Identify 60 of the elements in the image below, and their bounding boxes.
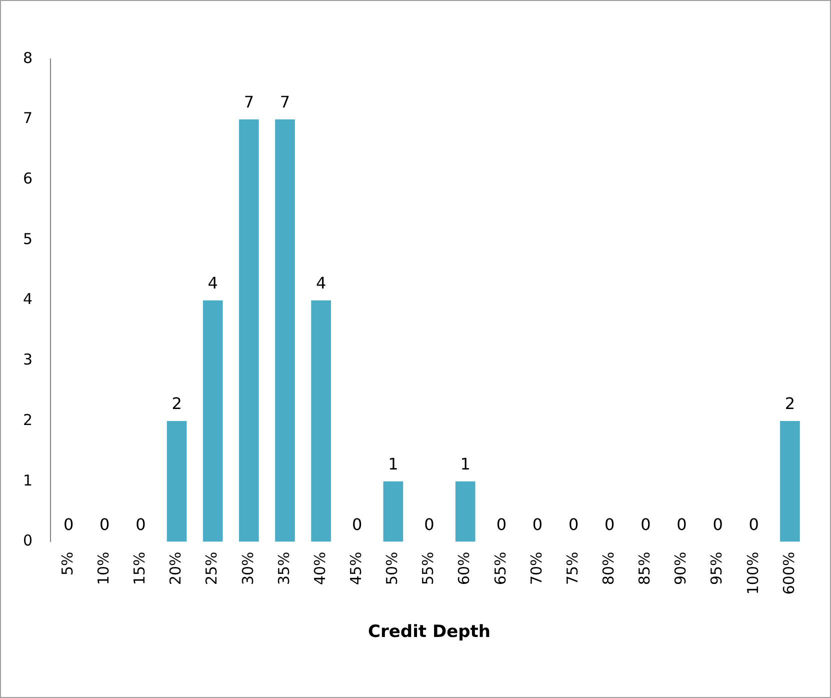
x-tick-label: 20% — [166, 552, 185, 586]
y-tick-label: 7 — [22, 109, 33, 128]
y-tick-label: 8 — [22, 48, 33, 67]
x-tick-label: 60% — [455, 552, 474, 586]
y-tick-label: 6 — [22, 170, 33, 188]
x-tick-label: 25% — [202, 552, 221, 586]
x-tick-label: 10% — [94, 552, 113, 586]
data-label: 2 — [784, 394, 796, 414]
data-label: 0 — [712, 514, 723, 534]
bar — [202, 300, 223, 542]
x-tick-label: 600% — [780, 552, 798, 595]
bar — [166, 421, 187, 542]
data-label: 7 — [244, 92, 254, 112]
x-tick-label: 45% — [347, 552, 366, 586]
bar — [780, 421, 800, 542]
bar — [275, 119, 295, 542]
data-label: 0 — [136, 514, 146, 534]
data-label: 2 — [172, 394, 182, 414]
x-tick-label: 70% — [527, 552, 546, 586]
x-tick-label: 90% — [672, 552, 690, 586]
data-label: 0 — [352, 514, 362, 534]
x-tick-label: 55% — [419, 552, 438, 586]
x-tick-label: 40% — [310, 552, 329, 586]
x-tick-label: 95% — [708, 552, 726, 586]
y-tick-label: 3 — [22, 350, 33, 369]
data-label: 0 — [63, 514, 74, 534]
y-tick-label: 4 — [22, 290, 33, 308]
y-tick-label: 1 — [22, 471, 33, 490]
bar — [455, 481, 476, 542]
data-label: 7 — [280, 92, 290, 112]
y-tick-label: 5 — [22, 230, 33, 248]
bar — [383, 481, 404, 542]
data-label: 0 — [424, 514, 434, 534]
y-tick-label: 0 — [22, 532, 33, 550]
x-tick-label: 80% — [600, 552, 618, 586]
data-label: 0 — [604, 514, 615, 534]
bar — [239, 119, 259, 542]
x-tick-label: 65% — [491, 552, 510, 586]
data-label: 0 — [640, 514, 651, 534]
x-tick-label: 85% — [636, 552, 654, 586]
bar — [311, 300, 331, 542]
data-label: 4 — [316, 274, 326, 293]
x-tick-label: 35% — [274, 552, 293, 586]
x-tick-label: 50% — [383, 552, 402, 586]
x-tick-label: 15% — [130, 552, 149, 586]
data-label: 1 — [460, 454, 470, 474]
data-label: 0 — [496, 514, 507, 534]
y-tick-label: 2 — [22, 410, 33, 429]
data-label: 0 — [568, 514, 579, 534]
x-tick-label: 100% — [744, 552, 762, 595]
data-label: 0 — [676, 514, 687, 534]
data-label: 0 — [532, 514, 543, 534]
x-tick-label: 5% — [58, 552, 76, 576]
x-tick-label: 30% — [238, 552, 257, 586]
data-label: 0 — [748, 514, 759, 534]
x-axis-title: Credit Depth — [368, 622, 491, 642]
x-tick-label: 75% — [563, 552, 582, 586]
data-label: 1 — [388, 454, 398, 474]
data-label: 4 — [208, 274, 218, 293]
data-label: 0 — [100, 514, 110, 534]
